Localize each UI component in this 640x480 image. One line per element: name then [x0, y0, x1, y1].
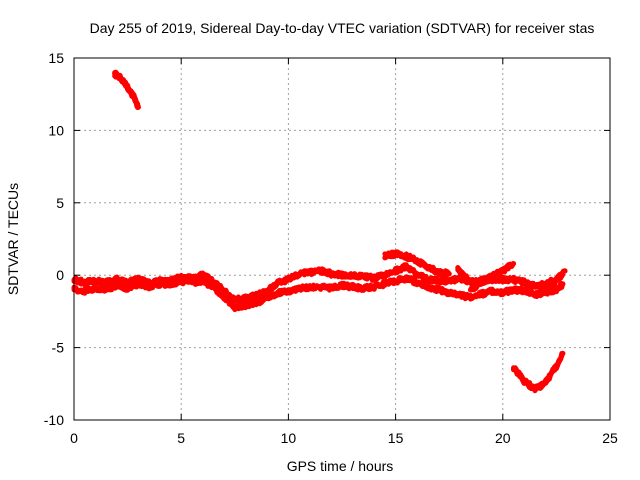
y-axis-tick-labels: -10 -5 0 5 10 15 [44, 50, 64, 428]
data-series [71, 69, 568, 394]
x-axis-label: GPS time / hours [287, 458, 394, 474]
y-tick-label: 10 [48, 122, 64, 138]
y-tick-label: -10 [44, 412, 64, 428]
x-tick-label: 0 [70, 430, 78, 446]
series-arc-15h [382, 249, 452, 279]
y-tick-label: 15 [48, 50, 64, 66]
series-line [112, 70, 141, 110]
series-branch-22h [532, 268, 568, 300]
x-tick-label: 25 [602, 430, 618, 446]
series-branch-19h [468, 261, 516, 293]
series-spike-top [112, 69, 141, 110]
series-line [382, 249, 452, 277]
y-tick-label: -5 [52, 340, 65, 356]
x-tick-label: 5 [177, 430, 185, 446]
series-line [468, 261, 516, 293]
y-tick-label: 0 [56, 267, 64, 283]
y-axis-label: SDTVAR / TECUs [5, 183, 21, 295]
series-dip-21h [511, 350, 566, 394]
x-tick-label: 10 [281, 430, 297, 446]
series-line [511, 350, 566, 394]
plot-frame [73, 57, 611, 421]
series-line [532, 268, 568, 298]
chart-title: Day 255 of 2019, Sidereal Day-to-day VTE… [90, 20, 595, 36]
grid [74, 58, 610, 420]
y-tick-label: 5 [56, 195, 64, 211]
x-tick-label: 20 [495, 430, 511, 446]
x-axis-tick-labels: 0 5 10 15 20 25 [70, 430, 618, 446]
axis-ticks [73, 57, 611, 421]
x-tick-label: 15 [388, 430, 404, 446]
